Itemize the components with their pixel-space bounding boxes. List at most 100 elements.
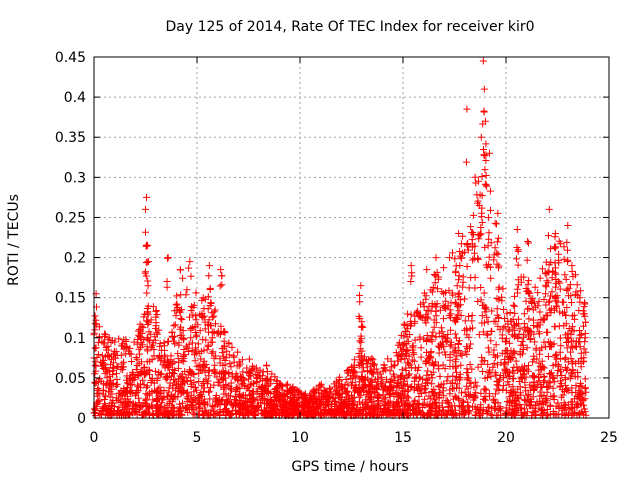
y-axis-title: ROTI / TECUs [6,194,22,286]
data-point [137,369,145,377]
data-point [428,374,436,382]
data-point [273,377,281,385]
data-point [378,381,385,389]
data-point [479,368,487,375]
x-tick-label: 5 [193,430,202,446]
data-point [101,396,108,403]
data-point [566,374,574,382]
data-point [579,396,587,404]
data-point [556,348,564,356]
data-point [160,410,168,418]
data-point [102,331,109,339]
data-point [152,322,160,330]
data-point [507,389,514,396]
data-point [143,358,151,366]
data-point [113,370,120,378]
data-point [129,409,137,417]
data-point [204,305,212,313]
data-point [400,341,408,349]
data-point [505,326,513,334]
data-point [176,383,184,391]
data-point [494,209,502,217]
data-point [163,374,171,382]
data-point [568,267,576,275]
data-point [306,398,314,406]
data-point [243,364,251,372]
data-point [343,404,351,412]
data-point [263,376,271,384]
data-point [487,206,494,214]
data-point [404,358,411,366]
y-tick-label: 0.1 [64,331,86,347]
data-point [564,222,572,229]
data-point [535,328,543,336]
data-point [245,392,253,399]
data-point [196,311,204,319]
data-point [451,348,459,356]
data-point [501,323,509,331]
data-point [425,335,433,343]
data-point [580,411,588,419]
y-tick-label: 0.15 [55,291,86,307]
data-point [177,314,185,322]
data-point [142,242,150,250]
data-point [562,354,570,362]
data-point [469,229,477,236]
data-point [319,395,327,403]
y-tick-labels: 0 0.05 0.1 0.15 0.2 0.25 0.3 0.35 0.4 0.45 [55,50,86,427]
data-point [535,374,542,382]
data-point [174,393,182,401]
data-point [547,305,555,313]
data-point [492,341,500,349]
data-point [201,325,209,333]
data-point [432,312,440,320]
data-point [366,409,374,417]
data-point [192,289,200,297]
data-point [204,320,212,328]
data-point [149,396,157,404]
data-point [440,332,448,340]
data-point [471,378,479,386]
data-point [171,321,179,329]
data-point [288,404,296,412]
data-point [278,406,285,414]
data-point [250,394,257,402]
data-point [494,250,502,258]
data-point [341,398,349,406]
data-point [539,363,547,371]
data-point [200,357,208,365]
data-point [388,363,396,371]
data-point [213,409,221,417]
data-point [493,238,501,246]
data-point [401,387,409,395]
data-point [569,273,577,281]
data-point [118,409,126,417]
data-point [265,388,272,396]
data-point [534,381,542,389]
data-point [529,316,537,324]
data-point [244,410,252,418]
data-point [486,366,494,374]
data-point [96,397,104,405]
data-point [463,350,471,358]
data-point [332,400,340,408]
data-point [436,388,444,396]
data-point [401,402,409,410]
data-point [499,285,507,293]
data-point [366,389,374,397]
data-point [140,336,148,344]
data-point [195,407,203,415]
data-point [422,319,430,327]
chart-title: Day 125 of 2014, Rate Of TEC Index for r… [165,19,534,35]
data-point [567,348,574,356]
data-point [218,272,226,280]
data-point [490,317,498,325]
data-point [533,355,541,363]
data-point [337,383,345,390]
data-point [207,299,215,307]
data-point [359,359,367,367]
data-point [581,299,588,307]
data-point [560,322,568,330]
data-point [293,386,301,394]
data-point [469,324,476,332]
